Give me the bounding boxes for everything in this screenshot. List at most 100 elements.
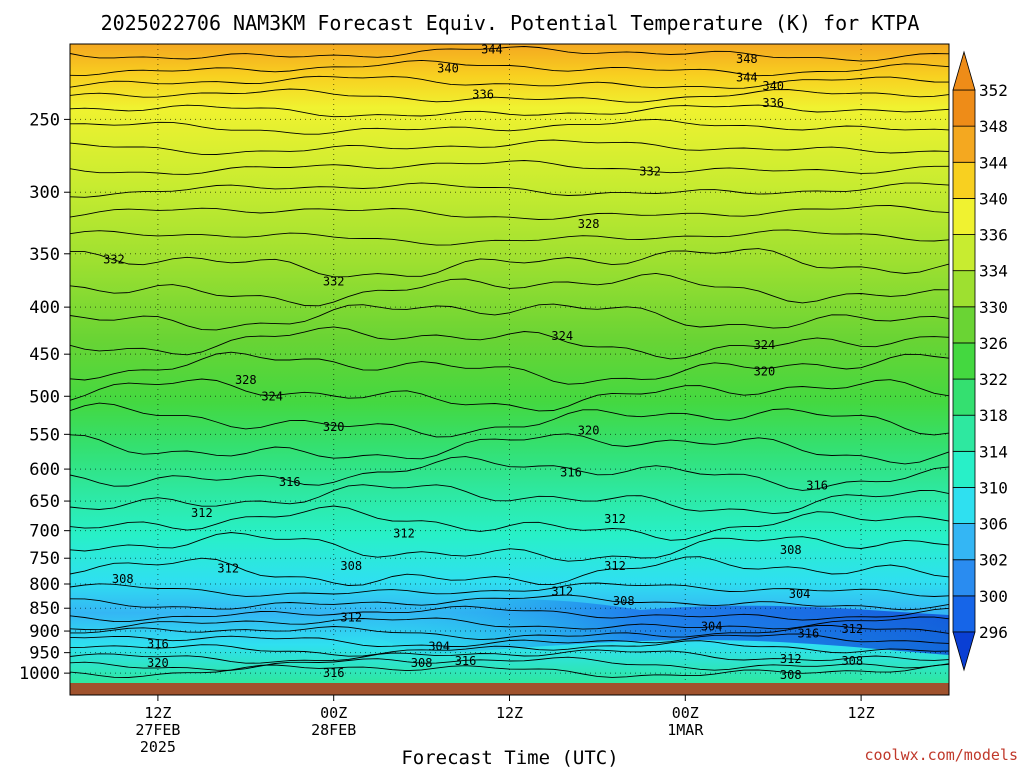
contour-line [69, 594, 950, 611]
contour-line [70, 625, 950, 641]
contour-line [69, 88, 950, 103]
colorbar-segment [952, 306, 976, 344]
contour-label: 312 [340, 611, 362, 625]
contour-label: 324 [551, 329, 573, 343]
colorbar-segment [952, 342, 976, 380]
x-tick-label: 28FEB [311, 721, 356, 739]
contour-label: 312 [604, 559, 626, 573]
contour-label: 312 [780, 652, 802, 666]
x-tick-label: 00Z [672, 704, 699, 722]
contour-line [69, 59, 950, 77]
contour-label: 324 [754, 338, 776, 352]
colorbar-label: 344 [979, 153, 1008, 172]
contour-line [69, 326, 950, 360]
contour-label: 320 [323, 420, 345, 434]
colorbar-label: 314 [979, 442, 1008, 461]
colorbar-label: 300 [979, 587, 1008, 606]
colorbar-segment [952, 125, 976, 163]
contour-label: 316 [455, 654, 477, 668]
contour-label: 316 [279, 475, 301, 489]
y-tick-label: 1000 [19, 664, 60, 684]
colorbar-label: 352 [979, 81, 1008, 100]
colorbar-segment [952, 270, 976, 308]
contour-label: 316 [323, 666, 345, 680]
contour-label: 320 [147, 656, 169, 670]
contour-label: 340 [762, 79, 784, 93]
colorbar-segment [952, 161, 976, 199]
contour-line [69, 182, 950, 198]
contour-label: 344 [736, 70, 758, 84]
contour-label: 308 [411, 656, 433, 670]
y-tick-label: 850 [29, 599, 60, 619]
y-tick-label: 950 [29, 644, 60, 664]
colorbar-top-arrow [952, 50, 976, 91]
contour-label: 316 [560, 465, 582, 479]
contour-line [69, 556, 950, 586]
contour-line [69, 616, 950, 631]
colorbar-segment [952, 234, 976, 272]
y-axis: 250 300 350 400 450 500 550 600 650 700 750 800 850 9… [19, 110, 70, 684]
contour-label: 308 [613, 594, 635, 608]
colorbar-label: 296 [979, 623, 1008, 642]
contour-line [69, 75, 950, 89]
y-tick-label: 750 [29, 549, 60, 569]
contour-label: 328 [578, 217, 600, 231]
colorbar-label: 348 [979, 117, 1008, 136]
ground-strip [70, 683, 949, 695]
contour-label: 348 [736, 52, 758, 66]
y-tick-label: 500 [29, 387, 60, 407]
contour-lines [69, 46, 950, 678]
colorbar-label: 306 [979, 515, 1008, 534]
colorbar-segment [952, 197, 976, 235]
colorbar-label: 322 [979, 370, 1008, 389]
contour-line [69, 160, 949, 175]
contour-line [69, 402, 950, 438]
colorbar-segment [952, 595, 976, 633]
contour-label: 312 [551, 584, 573, 598]
contour-label: 312 [217, 562, 239, 576]
colorbar-label: 326 [979, 334, 1008, 353]
contour-label: 304 [789, 587, 811, 601]
x-tick-label: 1MAR [667, 721, 704, 739]
contour-line [69, 118, 950, 135]
contour-line [69, 582, 950, 597]
plot-area: 316 320 316 312 308 312 308 308 304 316 312 312 308 3… [69, 43, 950, 696]
contour-line [69, 46, 950, 62]
y-tick-label: 650 [29, 492, 60, 512]
colorbar-label: 330 [979, 298, 1008, 317]
contour-label: 316 [147, 637, 169, 651]
colorbar-label: 318 [979, 406, 1008, 425]
contour-label: 304 [701, 620, 723, 634]
contour-label: 324 [261, 389, 283, 403]
colorbar-segment [952, 450, 976, 488]
colorbar: 352 348 344 340 336 334 330 326 322 318 314 310 306 3… [952, 50, 1008, 672]
y-tick-label: 600 [29, 460, 60, 480]
y-tick-label: 800 [29, 575, 60, 595]
y-tick-label: 400 [29, 298, 60, 318]
colorbar-label: 310 [979, 478, 1008, 497]
contour-label: 312 [393, 527, 415, 541]
contour-label: 332 [323, 274, 345, 288]
contour-label: 316 [806, 478, 828, 492]
contour-line [69, 505, 950, 541]
contour-line [69, 656, 950, 671]
colorbar-label: 334 [979, 262, 1008, 281]
y-tick-label: 700 [29, 522, 60, 542]
colorbar-bottom-arrow [952, 631, 976, 672]
colorbar-segment [952, 378, 976, 416]
x-tick-label: 12Z [144, 704, 171, 722]
contour-label: 336 [472, 88, 494, 102]
contour-label: 344 [481, 43, 503, 57]
contour-label: 332 [639, 165, 661, 179]
colorbar-segment [952, 559, 976, 597]
x-tick-label: 2025 [140, 738, 176, 756]
contour-label: 328 [235, 373, 257, 387]
contour-label: 316 [798, 626, 820, 640]
y-tick-label: 350 [29, 245, 60, 265]
contour-line [69, 456, 950, 491]
contour-label: 312 [604, 512, 626, 526]
contour-label: 320 [578, 424, 600, 438]
colorbar-label: 302 [979, 551, 1008, 570]
chart-title: 2025022706 NAM3KM Forecast Equiv. Potent… [101, 11, 920, 35]
